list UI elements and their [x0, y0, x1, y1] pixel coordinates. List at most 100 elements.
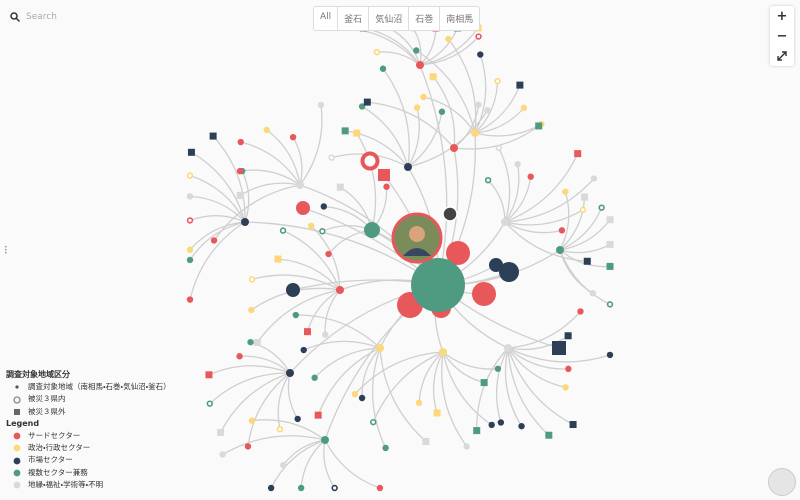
search-box[interactable]: Search [10, 8, 160, 26]
edge [292, 136, 303, 186]
fit-button[interactable] [770, 46, 794, 66]
node [489, 258, 503, 272]
edge [504, 164, 520, 223]
edge [442, 351, 498, 370]
node [321, 436, 329, 444]
node [187, 148, 195, 156]
edge [371, 347, 387, 449]
node [370, 418, 377, 426]
node [325, 250, 332, 258]
edge [287, 372, 299, 420]
node [516, 81, 524, 89]
edge [354, 351, 444, 395]
edge [317, 347, 381, 416]
node [499, 262, 519, 282]
zoom-out[interactable]: − [776, 28, 788, 44]
legend: 調査対象地域区分 調査対象地域（南相馬・石巻・気仙沼・釜石） 被災３県内 被災３… [6, 369, 171, 491]
edge [407, 107, 420, 168]
node [598, 204, 605, 211]
legend-label: 調査対象地域（南相馬・石巻・気仙沼・釜石） [28, 382, 171, 392]
node [589, 290, 597, 297]
tab[interactable]: 南相馬 [439, 7, 479, 30]
node [501, 218, 509, 226]
edge [507, 311, 581, 349]
node [581, 193, 589, 201]
node [606, 301, 614, 308]
edge [419, 64, 448, 286]
fit-icon [777, 51, 787, 61]
region-tabs: All 釜石 気仙沼 石巻 南相馬 [313, 6, 481, 31]
edge [415, 49, 476, 134]
node [279, 227, 287, 234]
edge [189, 215, 246, 223]
edge [442, 351, 485, 384]
edge [277, 372, 291, 430]
node [564, 332, 572, 340]
edge [372, 351, 444, 423]
node [494, 365, 502, 372]
node [577, 308, 584, 315]
edge [189, 174, 246, 223]
edge [504, 176, 532, 223]
edge [453, 104, 480, 149]
node [477, 51, 484, 58]
node [376, 344, 384, 352]
edge [299, 104, 323, 186]
tab[interactable]: 釜石 [337, 7, 368, 30]
legend-row: サードセクター [6, 430, 171, 442]
node [445, 35, 452, 43]
edge [419, 36, 480, 66]
node [263, 126, 270, 134]
tab[interactable]: 石巻 [408, 7, 439, 30]
node [472, 282, 496, 306]
edge [209, 372, 291, 405]
edge [324, 289, 341, 335]
node [558, 227, 566, 234]
edge [407, 111, 443, 168]
edge [559, 191, 570, 251]
node [358, 394, 366, 402]
edge [418, 351, 444, 403]
edge [282, 439, 326, 466]
node [286, 369, 294, 377]
legend-symbol [13, 395, 21, 404]
edge [239, 182, 301, 197]
edge [323, 439, 336, 489]
node [475, 101, 482, 108]
node [416, 61, 424, 69]
logo[interactable] [768, 468, 796, 496]
zoom-in[interactable]: + [776, 8, 788, 24]
node [205, 371, 213, 379]
node [358, 103, 366, 110]
side-handle[interactable]: • • • [4, 244, 8, 257]
edge [222, 435, 326, 456]
node [186, 256, 194, 264]
legend-heading: Legend [6, 418, 40, 428]
node [286, 283, 300, 297]
node [382, 444, 389, 452]
edge [212, 135, 246, 223]
edge [495, 347, 509, 423]
node [413, 47, 420, 54]
edge [314, 347, 381, 379]
edge [474, 84, 521, 134]
node [353, 129, 361, 137]
node [236, 191, 244, 199]
edge [324, 439, 381, 489]
edge [441, 351, 468, 447]
edge [504, 209, 584, 226]
node [404, 163, 412, 171]
edge [507, 347, 611, 363]
edge [432, 351, 444, 414]
node [480, 379, 488, 387]
node [300, 346, 307, 354]
tab[interactable]: All [320, 12, 332, 22]
node [562, 384, 569, 391]
node [446, 241, 470, 265]
node [292, 311, 299, 319]
node [579, 206, 587, 214]
legend-label: 政治・行政セクター [28, 443, 91, 453]
node [210, 237, 218, 244]
tab[interactable]: 気仙沼 [368, 7, 408, 30]
edge [213, 184, 301, 241]
